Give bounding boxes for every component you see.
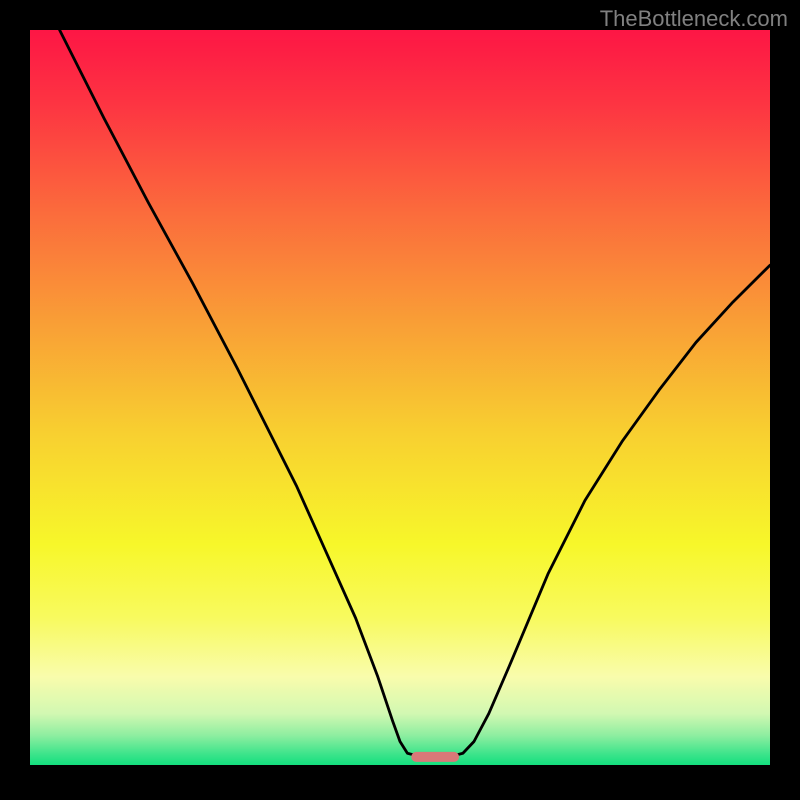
bottleneck-chart (0, 0, 800, 800)
plot-background (30, 30, 770, 765)
watermark-text: TheBottleneck.com (600, 6, 788, 32)
